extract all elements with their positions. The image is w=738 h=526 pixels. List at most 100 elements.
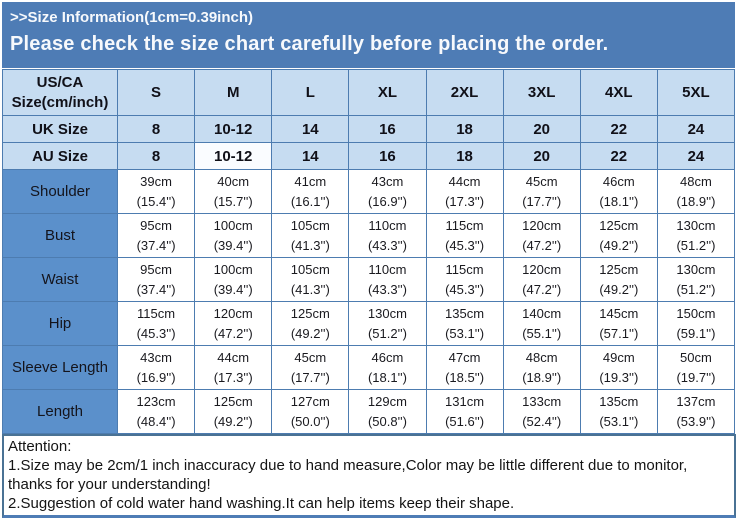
measurement-cell: 120cm (47.2'') xyxy=(502,213,581,258)
attention-box: Attention: 1.Size may be 2cm/1 inch inac… xyxy=(2,434,736,518)
inch-value: (15.4'') xyxy=(136,193,176,209)
table-header-row: US/CA Size(cm/inch) S M L XL 2XL 3XL 4XL… xyxy=(2,69,736,116)
cm-value: 100cm xyxy=(213,217,253,233)
measurement-cell: 130cm (51.2'') xyxy=(656,257,736,302)
measurement-cell: 100cm (39.4'') xyxy=(194,213,273,258)
measurement-cell: 125cm (49.2'') xyxy=(579,257,658,302)
cm-value: 137cm xyxy=(676,393,716,409)
size-chart-table: US/CA Size(cm/inch) S M L XL 2XL 3XL 4XL… xyxy=(2,69,736,434)
measurement-cell: 120cm (47.2'') xyxy=(194,301,273,346)
row-label: UK Size xyxy=(2,115,118,143)
inch-value: (39.4'') xyxy=(213,281,253,297)
size-header-4xl: 4XL xyxy=(579,69,658,116)
cm-value: 125cm xyxy=(599,217,639,233)
measurement-cell: 110cm (43.3'') xyxy=(348,213,427,258)
cm-value: 110cm xyxy=(368,217,407,233)
cm-value: 105cm xyxy=(290,217,330,233)
size-header-s: S xyxy=(116,69,196,116)
cm-value: 115cm xyxy=(445,261,484,277)
measurement-cell: 130cm (51.2'') xyxy=(656,213,736,258)
cm-value: 95cm xyxy=(140,261,172,277)
inch-value: (15.7'') xyxy=(213,193,253,209)
inch-value: (57.1'') xyxy=(599,325,639,341)
measurement-cell: 115cm (45.3'') xyxy=(425,257,504,302)
inch-value: (59.1'') xyxy=(676,325,716,341)
measurement-cell: 105cm (41.3'') xyxy=(271,257,350,302)
au-size-value: 10-12 xyxy=(194,142,273,170)
measurement-cell: 44cm (17.3'') xyxy=(194,345,273,390)
cm-value: 133cm xyxy=(522,393,562,409)
measurement-cell: 49cm (19.3'') xyxy=(579,345,658,390)
uk-size-value: 18 xyxy=(425,115,504,143)
cm-value: 131cm xyxy=(445,393,485,409)
measurement-cell: 48cm (18.9'') xyxy=(502,345,581,390)
row-label: Sleeve Length xyxy=(2,345,118,390)
size-info-banner: >>Size Information(1cm=0.39inch) Please … xyxy=(2,2,735,68)
inch-value: (50.0'') xyxy=(290,413,330,429)
cm-value: 47cm xyxy=(448,349,481,365)
inch-value: (43.3'') xyxy=(367,237,407,253)
au-size-row: AU Size 8 10-12 14 16 18 20 22 24 xyxy=(2,142,736,170)
size-header-xl: XL xyxy=(348,69,427,116)
cm-value: 135cm xyxy=(445,305,485,321)
measurement-cell: 150cm (59.1'') xyxy=(656,301,736,346)
cm-value: 110cm xyxy=(368,261,407,277)
cm-value: 129cm xyxy=(367,393,407,409)
cm-value: 145cm xyxy=(599,305,639,321)
cm-value: 45cm xyxy=(294,349,327,365)
au-size-value: 16 xyxy=(348,142,427,170)
measurement-cell: 47cm (18.5'') xyxy=(425,345,504,390)
inch-value: (37.4'') xyxy=(136,281,176,297)
au-size-value: 24 xyxy=(656,142,736,170)
uk-size-value: 8 xyxy=(116,115,196,143)
measurement-cell: 115cm (45.3'') xyxy=(116,301,196,346)
inch-value: (51.6'') xyxy=(445,413,485,429)
attention-line: 2.Suggestion of cold water hand washing.… xyxy=(8,495,515,512)
measurement-cell: 135cm (53.1'') xyxy=(579,389,658,434)
au-size-value: 8 xyxy=(116,142,196,170)
cm-value: 115cm xyxy=(445,217,484,233)
cm-value: 43cm xyxy=(371,173,404,189)
size-header-5xl: 5XL xyxy=(656,69,736,116)
inch-value: (52.4'') xyxy=(522,413,562,429)
cm-value: 130cm xyxy=(676,261,716,277)
row-label: Shoulder xyxy=(2,169,118,214)
cm-value: 105cm xyxy=(290,261,330,277)
measurement-cell: 48cm (18.9'') xyxy=(656,169,736,214)
cm-value: 135cm xyxy=(599,393,639,409)
shoulder-row: Shoulder 39cm (15.4'') 40cm (15.7'') 41cm (… xyxy=(2,169,736,214)
inch-value: (41.3'') xyxy=(290,237,330,253)
measurement-cell: 129cm (50.8'') xyxy=(348,389,427,434)
inch-value: (45.3'') xyxy=(136,325,176,341)
size-header-3xl: 3XL xyxy=(502,69,581,116)
cm-value: 120cm xyxy=(522,261,562,277)
uk-size-value: 16 xyxy=(348,115,427,143)
inch-value: (45.3'') xyxy=(445,281,485,297)
inch-value: (50.8'') xyxy=(367,413,407,429)
size-chart-warning: Please check the size chart carefully be… xyxy=(10,33,609,55)
cm-value: 40cm xyxy=(217,173,250,189)
inch-value: (16.9'') xyxy=(136,369,176,385)
cm-value: 140cm xyxy=(522,305,562,321)
inch-value: (18.1'') xyxy=(367,369,407,385)
au-size-value: 20 xyxy=(502,142,581,170)
row-label: Bust xyxy=(2,213,118,258)
attention-line: thanks for your understanding! xyxy=(8,476,211,493)
size-header-2xl: 2XL xyxy=(425,69,504,116)
inch-value: (51.2'') xyxy=(367,325,407,341)
measurement-cell: 43cm (16.9'') xyxy=(348,169,427,214)
cm-value: 44cm xyxy=(217,349,250,365)
cm-value: 41cm xyxy=(294,173,327,189)
measurement-cell: 133cm (52.4'') xyxy=(502,389,581,434)
cm-value: 48cm xyxy=(680,173,712,189)
au-size-value: 22 xyxy=(579,142,658,170)
inch-value: (16.1'') xyxy=(290,193,330,209)
uk-size-value: 10-12 xyxy=(194,115,273,143)
row-label: AU Size xyxy=(2,142,118,170)
corner-header-cell: US/CA Size(cm/inch) xyxy=(2,69,118,116)
measurement-cell: 145cm (57.1'') xyxy=(579,301,658,346)
cm-value: 48cm xyxy=(525,349,558,365)
inch-value: (47.2'') xyxy=(213,325,253,341)
measurement-cell: 137cm (53.9'') xyxy=(656,389,736,434)
